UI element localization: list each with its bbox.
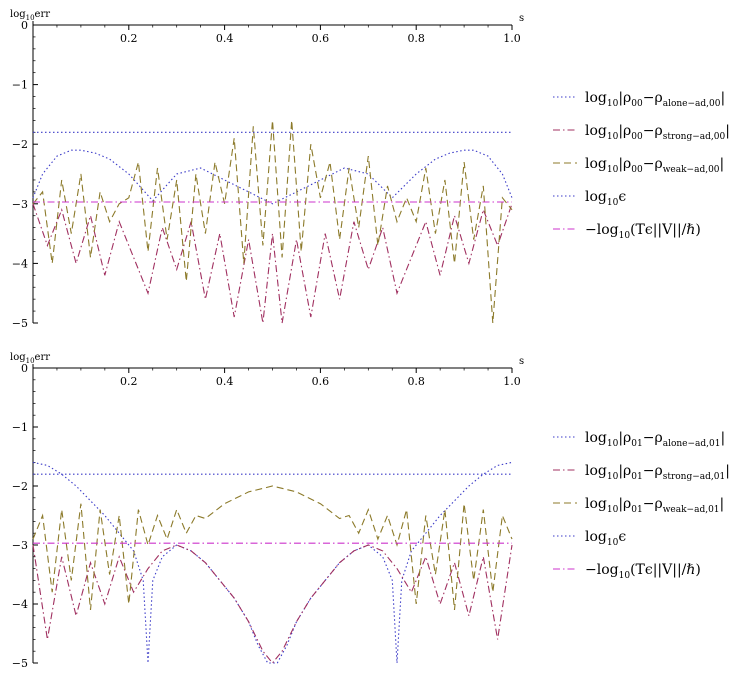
legend-label: log10|ρ00−ρweak−ad,00|: [585, 156, 724, 175]
x-tick-label: 0.2: [120, 32, 138, 45]
legend-label: log10|ρ01−ρstrong−ad,01|: [585, 463, 730, 482]
legend: log10|ρ01−ρalone−ad,01| log10|ρ01−ρstrong…: [553, 430, 730, 581]
x-tick-label: 1.0: [503, 32, 521, 45]
x-tick-label: 0.6: [312, 32, 330, 45]
legend-label: log10|ρ01−ρweak−ad,01|: [585, 496, 724, 515]
legend-label: −log10(Tϵ||V||/ℏ): [585, 562, 701, 581]
y-tick-label: −4: [12, 598, 28, 611]
y-tick-label: −2: [12, 480, 28, 493]
y-tick-label: −5: [12, 657, 28, 670]
y-tick-label: −4: [12, 257, 28, 270]
series-line-1: [32, 149, 513, 205]
x-tick-label: 0.2: [120, 375, 138, 388]
y-tick-label: −1: [12, 421, 28, 434]
series-line-2: [32, 203, 513, 324]
legend-label: log10ϵ: [585, 189, 626, 208]
y-tick-label: 0: [21, 362, 28, 375]
x-tick-label: 0.4: [216, 375, 234, 388]
y-axis-title: log10err: [10, 9, 50, 22]
x-tick-label: 1.0: [503, 375, 521, 388]
x-tick-label: 0.6: [312, 375, 330, 388]
y-tick-label: −1: [12, 79, 28, 92]
chart-panel-2: 0 −1 −2 −3 −4 −5 0.2 0.4 0.6 0.8 1.0 log10err s log10…: [10, 352, 730, 670]
legend-label: log10|ρ01−ρalone−ad,01|: [585, 430, 725, 449]
y-axis-title: log10err: [10, 352, 50, 365]
x-axis-title: s: [519, 13, 524, 24]
series-line-3: [32, 120, 513, 324]
x-tick-label: 0.8: [407, 32, 425, 45]
y-tick-label: −2: [12, 138, 28, 151]
legend-label: log10ϵ: [585, 529, 626, 548]
y-tick-label: −3: [12, 539, 28, 552]
series-line-1: [32, 461, 513, 664]
y-tick-label: −5: [12, 317, 28, 330]
legend-label: −log10(Tϵ||V||/ℏ): [585, 222, 701, 241]
x-axis-title: s: [519, 356, 524, 367]
x-tick-label: 0.4: [216, 32, 234, 45]
legend: log10|ρ00−ρalone−ad,00| log10|ρ00−ρstrong…: [553, 90, 730, 241]
series-line-3: [32, 485, 513, 610]
x-tick-label: 0.8: [407, 375, 425, 388]
legend-label: log10|ρ00−ρstrong−ad,00|: [585, 123, 730, 142]
series-line-2: [32, 544, 513, 664]
y-tick-label: 0: [21, 19, 28, 32]
legend-label: log10|ρ00−ρalone−ad,00|: [585, 90, 725, 109]
y-tick-label: −3: [12, 198, 28, 211]
chart-panel-1: 0 −1 −2 −3 −4 −5 0.2 0.4 0.6 0.8 1.0 log10err s log10…: [10, 9, 730, 330]
